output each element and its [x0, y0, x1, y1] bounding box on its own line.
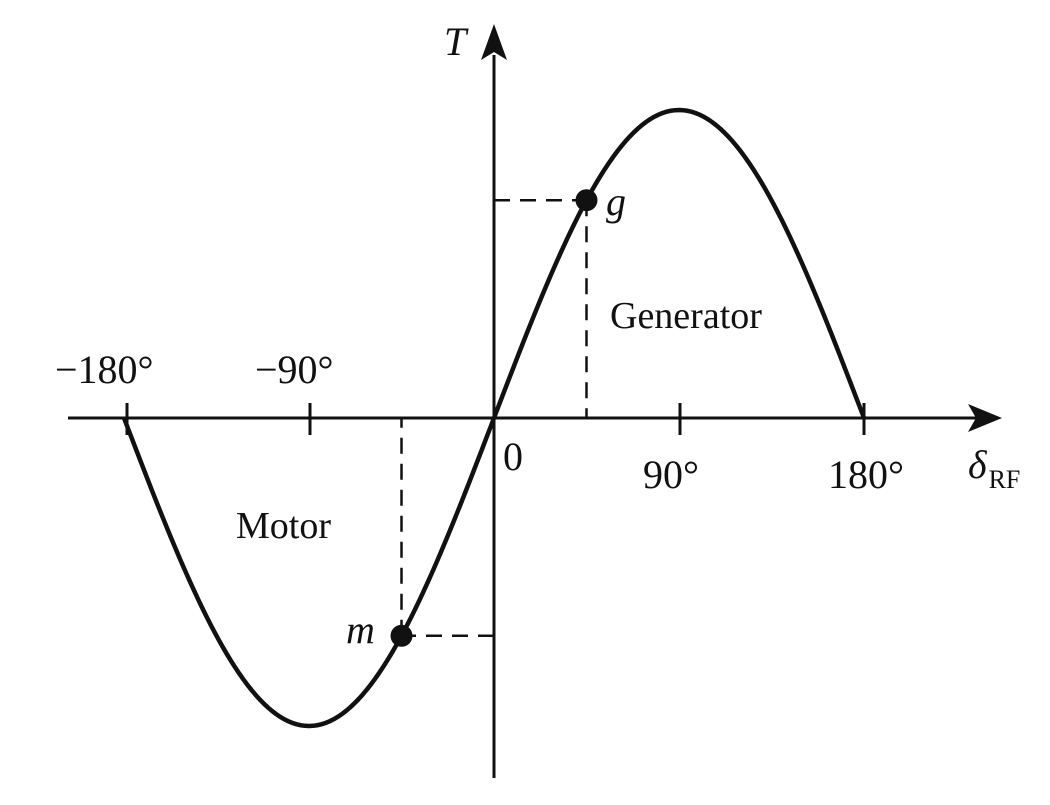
x-axis-label-symbol: δ: [968, 442, 988, 487]
x-axis-label: δRF: [968, 442, 1020, 494]
generator-point: [575, 189, 598, 212]
tick-label-minus-180: −180°: [55, 347, 154, 392]
x-axis-label-subscript: RF: [989, 465, 1021, 494]
generator-region-label: Generator: [610, 295, 762, 337]
y-axis-label: T: [444, 19, 469, 64]
tick-label-180: 180°: [828, 452, 904, 497]
motor-point-label: m: [346, 607, 375, 652]
motor-point: [390, 624, 413, 647]
x-axis-arrowhead: [968, 404, 1002, 432]
y-axis-arrowhead: [481, 24, 507, 60]
tick-label-minus-90: −90°: [255, 347, 334, 392]
torque-curve: [121, 107, 867, 729]
origin-label: 0: [503, 434, 523, 479]
motor-region-label: Motor: [236, 505, 331, 547]
tick-label-90: 90°: [643, 452, 699, 497]
generator-point-label: g: [606, 179, 626, 224]
